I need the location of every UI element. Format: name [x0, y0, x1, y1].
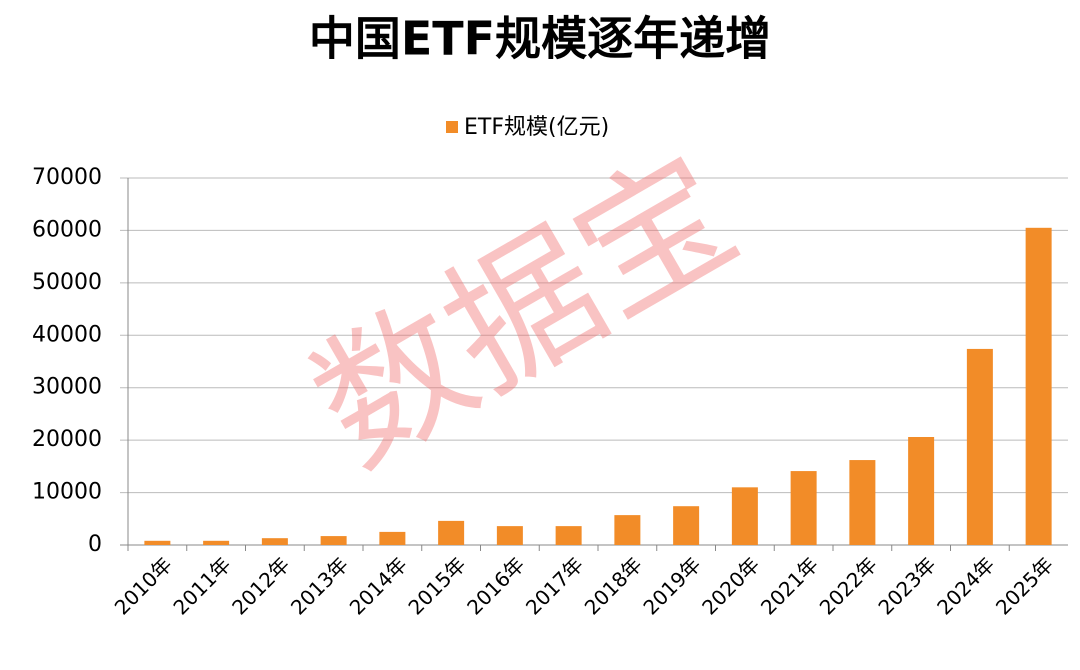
legend-label: ETF规模(亿元)	[464, 115, 609, 140]
bar	[731, 487, 758, 545]
y-tick-label: 40000	[32, 322, 102, 347]
legend-swatch	[446, 121, 458, 133]
chart-title: 中国ETF规模逐年递增	[309, 12, 771, 66]
y-tick-label: 50000	[32, 270, 102, 295]
x-tick-label: 2020年	[697, 552, 764, 619]
x-tick-label: 2013年	[286, 552, 353, 619]
x-tick-label: 2016年	[462, 552, 529, 619]
y-tick-label: 30000	[32, 375, 102, 400]
bar	[379, 531, 406, 545]
bar	[966, 348, 993, 545]
bar	[849, 460, 876, 545]
x-tick-label: 2012年	[227, 552, 294, 619]
x-tick-label: 2022年	[815, 552, 882, 619]
x-tick-label: 2021年	[756, 552, 823, 619]
y-tick-label: 70000	[32, 165, 102, 190]
x-tick-label: 2010年	[110, 552, 177, 619]
bar	[438, 520, 465, 545]
bar	[555, 526, 582, 545]
bar	[144, 540, 171, 545]
y-tick-label: 10000	[32, 480, 102, 505]
bar	[790, 471, 817, 545]
x-tick-label: 2017年	[521, 552, 588, 619]
x-tick-label: 2024年	[932, 552, 999, 619]
bar	[261, 538, 288, 545]
bar	[908, 436, 935, 545]
x-tick-label: 2011年	[168, 552, 235, 619]
x-tick-label: 2019年	[638, 552, 705, 619]
y-tick-label: 0	[88, 532, 102, 557]
x-tick-label: 2018年	[580, 552, 647, 619]
x-tick-label: 2014年	[345, 552, 412, 619]
x-tick-label: 2025年	[991, 552, 1058, 619]
bar	[320, 536, 347, 545]
watermark: 数据宝	[287, 123, 764, 499]
x-tick-label: 2015年	[403, 552, 470, 619]
y-tick-label: 20000	[32, 427, 102, 452]
bar	[614, 515, 641, 545]
bar	[496, 526, 523, 545]
bar	[673, 506, 700, 545]
bar	[203, 540, 230, 545]
x-tick-label: 2023年	[873, 552, 940, 619]
y-tick-label: 60000	[32, 217, 102, 242]
bar	[1025, 227, 1052, 546]
